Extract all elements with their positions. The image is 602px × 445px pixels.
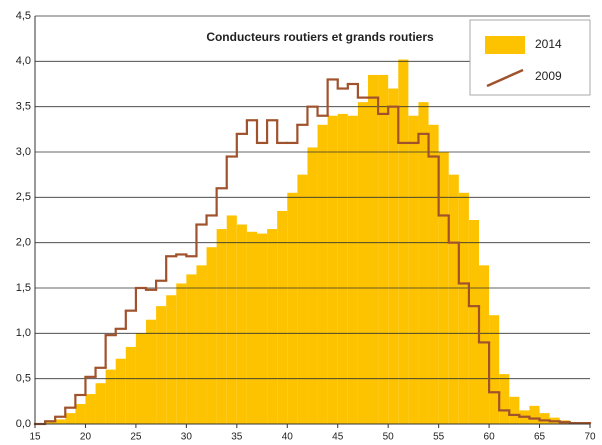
chart-title: Conducteurs routiers et grands routiers xyxy=(206,30,434,44)
bar xyxy=(448,174,459,424)
bar xyxy=(368,74,379,424)
legend-box xyxy=(469,19,591,96)
y-tick-label: 2,0 xyxy=(16,237,31,249)
bar xyxy=(307,147,318,424)
y-tick-label: 1,0 xyxy=(16,327,31,339)
x-tick-label: 35 xyxy=(231,432,243,443)
bar xyxy=(327,115,338,424)
bar xyxy=(357,102,368,424)
bar xyxy=(75,404,86,424)
bar xyxy=(499,374,510,424)
bar xyxy=(428,124,439,425)
bar xyxy=(347,115,358,424)
x-tick-label: 45 xyxy=(332,432,344,443)
x-tick-label: 15 xyxy=(29,432,41,443)
bar xyxy=(287,192,298,424)
legend-label: 2009 xyxy=(535,69,562,83)
x-tick-label: 55 xyxy=(433,432,445,443)
bars xyxy=(45,59,590,425)
legend-swatch xyxy=(485,36,525,54)
bar xyxy=(246,231,257,424)
bar xyxy=(468,220,479,424)
bar xyxy=(216,229,227,424)
y-tick-label: 4,5 xyxy=(16,10,31,22)
legend-swatch xyxy=(486,68,524,88)
legend-label: 2014 xyxy=(535,37,562,51)
bar xyxy=(65,413,76,424)
bar xyxy=(206,247,217,424)
y-tick-label: 3,0 xyxy=(16,146,31,158)
bar xyxy=(378,74,389,424)
bar xyxy=(257,233,268,424)
bar xyxy=(418,102,429,424)
x-tick-label: 40 xyxy=(282,432,294,443)
bar xyxy=(408,115,419,424)
bar xyxy=(156,306,167,424)
bar xyxy=(509,396,520,424)
bar xyxy=(398,59,409,425)
x-tick-label: 30 xyxy=(181,432,193,443)
x-tick-label: 65 xyxy=(534,432,546,443)
bar xyxy=(267,229,278,424)
bar xyxy=(236,224,247,424)
bar xyxy=(85,394,96,424)
bar xyxy=(186,274,197,424)
y-tick-label: 0,0 xyxy=(16,418,31,430)
legend: 2014 2009 xyxy=(469,19,591,96)
bar xyxy=(115,358,126,424)
bar xyxy=(196,265,207,424)
bar xyxy=(105,369,116,424)
bar xyxy=(226,215,237,424)
bar xyxy=(146,319,157,424)
x-tick-label: 25 xyxy=(130,432,142,443)
x-tick-label: 20 xyxy=(80,432,92,443)
bar xyxy=(458,192,469,424)
bar xyxy=(388,88,399,425)
bar xyxy=(529,405,540,424)
y-tick-label: 2,5 xyxy=(16,191,31,203)
y-tick-label: 1,5 xyxy=(16,282,31,294)
y-tick-label: 4,0 xyxy=(16,55,31,67)
bar xyxy=(539,413,550,424)
x-tick-label: 70 xyxy=(584,432,596,443)
bar xyxy=(489,315,500,424)
bar xyxy=(317,124,328,425)
bar xyxy=(277,210,288,424)
x-tick-label: 60 xyxy=(484,432,496,443)
y-tick-label: 3,5 xyxy=(16,101,31,113)
step-line xyxy=(33,78,592,426)
bar xyxy=(176,283,187,424)
bar xyxy=(297,174,308,424)
bar xyxy=(337,113,348,425)
y-tick-label: 0,5 xyxy=(16,373,31,385)
bar xyxy=(166,295,177,424)
bar xyxy=(125,346,136,424)
bar xyxy=(479,265,490,424)
bar xyxy=(45,422,56,424)
x-tick-label: 50 xyxy=(383,432,395,443)
bar xyxy=(55,419,66,424)
bar xyxy=(95,383,106,424)
